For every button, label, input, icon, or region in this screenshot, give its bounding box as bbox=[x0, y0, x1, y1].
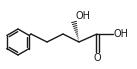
Text: OH: OH bbox=[75, 11, 90, 21]
Text: OH: OH bbox=[114, 29, 129, 39]
Text: O: O bbox=[93, 53, 101, 63]
